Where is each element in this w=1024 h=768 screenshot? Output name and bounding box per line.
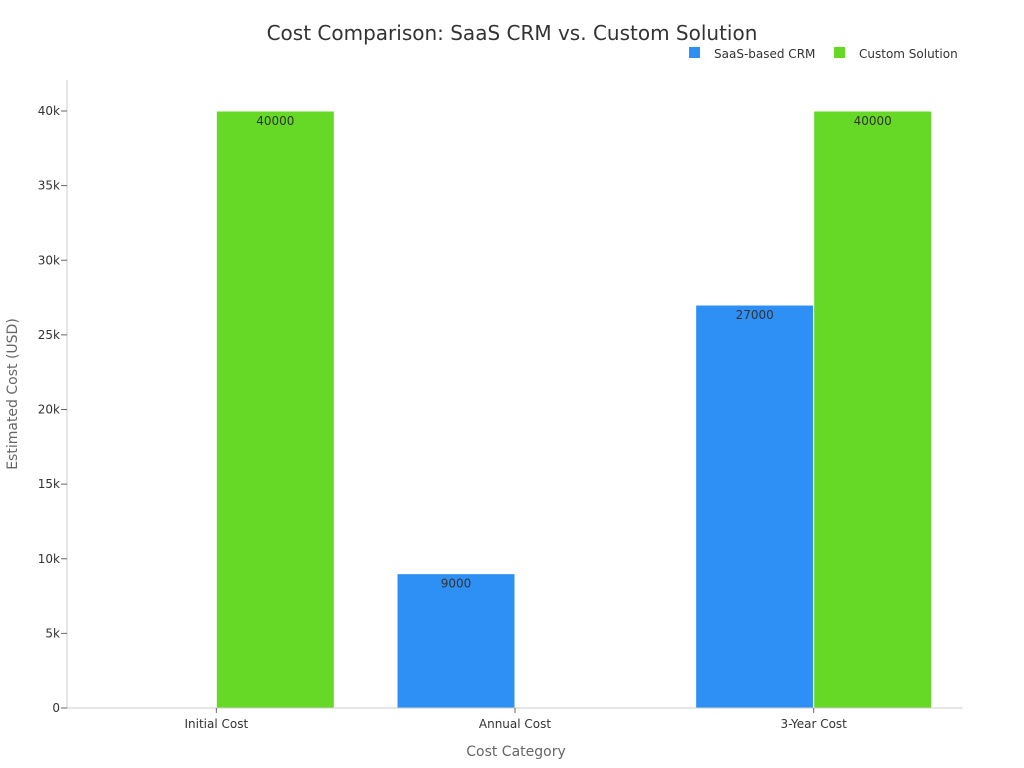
y-tick-label: 25k — [38, 328, 60, 342]
y-tick-label: 30k — [38, 253, 60, 267]
legend-swatch-custom — [834, 47, 845, 58]
chart-title: Cost Comparison: SaaS CRM vs. Custom Sol… — [267, 21, 758, 45]
y-tick-label: 20k — [38, 403, 60, 417]
y-tick-label: 15k — [38, 477, 60, 491]
plot-area: 40000 9000 27000 40000 — [215, 110, 933, 709]
y-tick-label: 40k — [38, 104, 60, 118]
y-axis-title: Estimated Cost (USD) — [5, 318, 21, 470]
legend-label-saas: SaaS-based CRM — [714, 47, 815, 61]
y-tick-label: 10k — [38, 552, 60, 566]
legend: SaaS-based CRM Custom Solution — [689, 47, 958, 61]
y-tick-label: 5k — [45, 626, 60, 640]
bar-custom — [813, 110, 933, 709]
bar-saas — [396, 573, 516, 709]
bar-saas — [695, 304, 815, 709]
bar-custom — [215, 110, 335, 709]
y-axis: 0 5k 10k 15k 20k 25k 30k 35k 40k — [38, 80, 68, 715]
bar-value-label: 27000 — [736, 308, 774, 322]
y-tick-label: 0 — [52, 701, 60, 715]
x-tick-label: 3-Year Cost — [780, 717, 847, 731]
x-axis: Initial Cost Annual Cost 3-Year Cost — [67, 707, 963, 731]
x-tick-label: Annual Cost — [479, 717, 552, 731]
legend-label-custom: Custom Solution — [859, 47, 958, 61]
x-axis-title: Cost Category — [466, 744, 566, 760]
bar-value-label: 40000 — [854, 114, 892, 128]
y-tick-label: 35k — [38, 179, 60, 193]
legend-swatch-saas — [689, 47, 700, 58]
bar-value-label: 40000 — [256, 114, 294, 128]
bar-value-label: 9000 — [441, 577, 472, 591]
x-tick-label: Initial Cost — [184, 717, 248, 731]
